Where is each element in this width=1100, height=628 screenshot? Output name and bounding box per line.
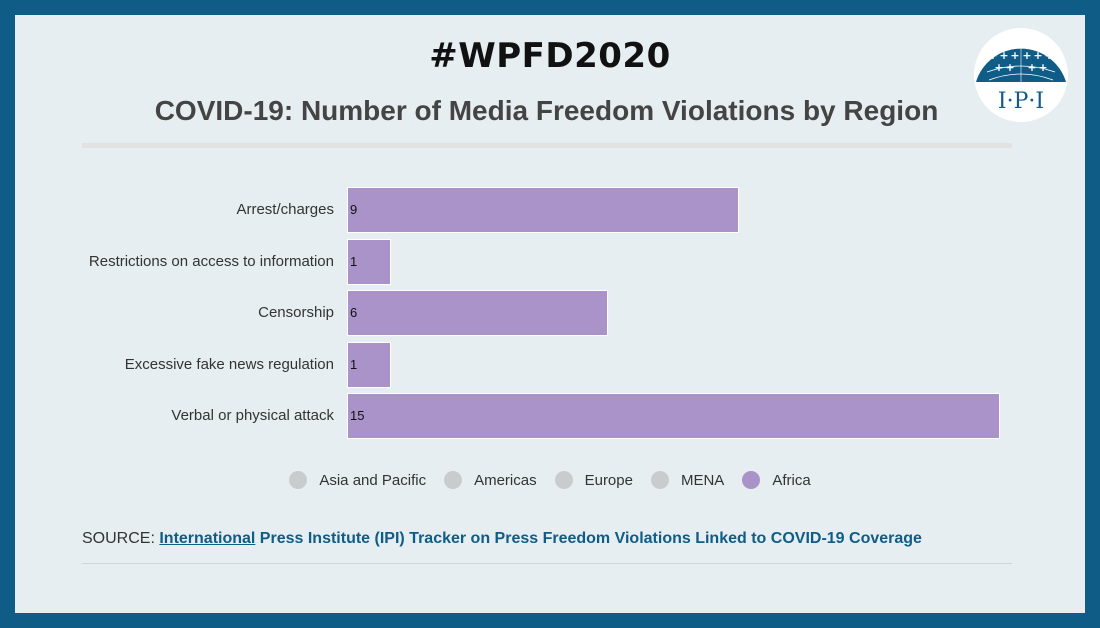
- source-link[interactable]: International Press Institute (IPI) Trac…: [159, 530, 922, 547]
- source-link-rest: Press Institute (IPI) Tracker on Press F…: [255, 530, 922, 547]
- svg-text:+: +: [1038, 36, 1047, 49]
- legend-item-asia-pacific[interactable]: Asia and Pacific: [289, 471, 426, 489]
- chart-legend: Asia and Pacific Americas Europe MENA Af…: [0, 471, 1100, 489]
- data-label: 1: [350, 356, 358, 372]
- data-label: 6: [350, 305, 358, 320]
- ipi-logo: + + + + + + + + + + + + + + + I·P·I: [974, 28, 1068, 122]
- bar[interactable]: [347, 187, 739, 233]
- bar[interactable]: [347, 393, 1000, 439]
- source-note: SOURCE: International Press Institute (I…: [82, 530, 922, 548]
- legend-swatch: [444, 471, 463, 489]
- source-divider: [82, 563, 1012, 564]
- legend-label: Africa: [772, 471, 811, 489]
- svg-text:+: +: [1027, 36, 1036, 49]
- svg-text:+: +: [1038, 61, 1047, 74]
- legend-swatch: [554, 471, 573, 489]
- category-label: Arrest/charges: [236, 201, 334, 218]
- legend-swatch: [289, 471, 308, 489]
- legend-item-africa[interactable]: Africa: [742, 471, 811, 489]
- svg-text:+: +: [1027, 61, 1036, 74]
- legend-label: MENA: [680, 471, 725, 489]
- legend-label: Americas: [474, 471, 537, 489]
- bar[interactable]: [347, 290, 609, 336]
- svg-text:+: +: [1005, 36, 1014, 49]
- svg-text:+: +: [1016, 36, 1025, 49]
- title-divider: [82, 143, 1012, 148]
- svg-text:+: +: [1033, 49, 1042, 62]
- category-label: Restrictions on access to information: [88, 252, 334, 270]
- data-label: 1: [350, 253, 358, 269]
- svg-text:+: +: [1044, 49, 1053, 62]
- bar[interactable]: [347, 341, 391, 388]
- svg-text:+: +: [988, 49, 997, 62]
- svg-text:+: +: [994, 61, 1003, 74]
- legend-item-europe[interactable]: Europe: [554, 471, 633, 489]
- chart-title: COVID-19: Number of Media Freedom Violat…: [154, 95, 939, 126]
- category-label: Censorship: [258, 304, 334, 321]
- legend-swatch: [742, 471, 761, 489]
- svg-text:+: +: [1010, 49, 1019, 62]
- data-label: 15: [350, 408, 365, 423]
- category-label: Excessive fake news regulation: [124, 355, 334, 373]
- svg-text:+: +: [1005, 61, 1014, 74]
- legend-label: Asia and Pacific: [319, 471, 427, 489]
- svg-text:+: +: [1022, 49, 1031, 62]
- source-link-first-word: International: [159, 530, 256, 547]
- logo-text: I·P·I: [998, 89, 1044, 114]
- data-label: 9: [350, 202, 358, 217]
- category-label: Verbal or physical attack: [171, 407, 334, 424]
- hashtag-heading: #WPFD2020: [429, 36, 671, 76]
- legend-label: Europe: [584, 471, 633, 489]
- svg-text:+: +: [999, 49, 1008, 62]
- source-prefix: SOURCE:: [82, 530, 160, 547]
- legend-item-americas[interactable]: Americas: [444, 471, 537, 489]
- bar[interactable]: [347, 238, 391, 285]
- legend-swatch: [650, 471, 669, 489]
- legend-item-mena[interactable]: MENA: [650, 471, 725, 489]
- svg-text:+: +: [994, 36, 1003, 49]
